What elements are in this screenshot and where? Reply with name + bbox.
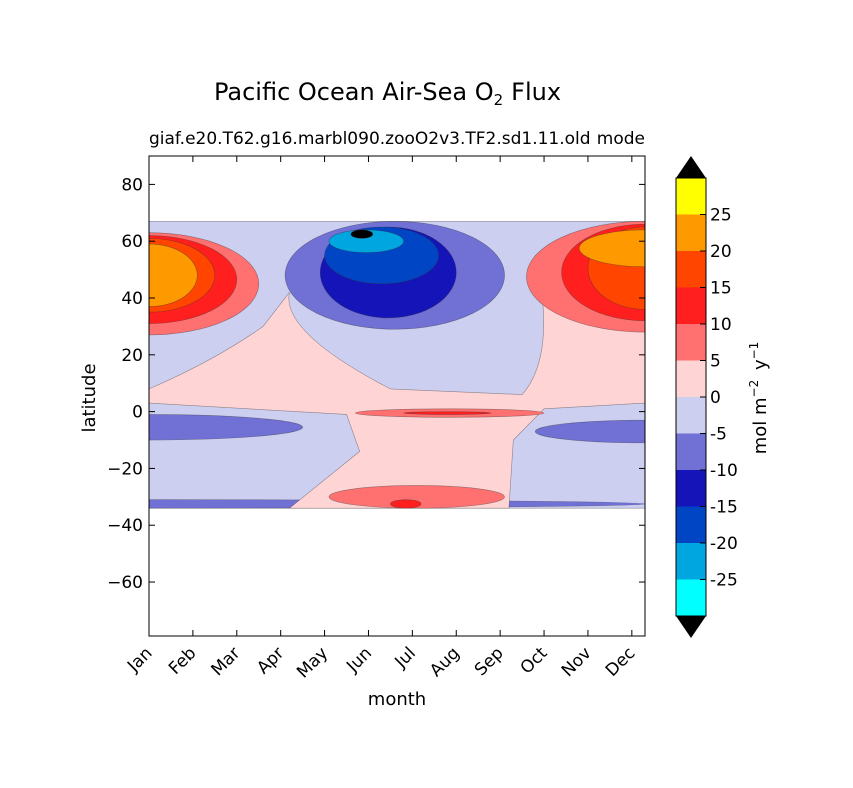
colorbar-swatch xyxy=(676,324,706,361)
y-axis: 80 60 40 20 0 −20 −40 −60 xyxy=(107,175,645,593)
colorbar-tick-label: 15 xyxy=(710,279,732,299)
x-tick-label: Jul xyxy=(391,643,420,672)
colorbar-tick-label: 5 xyxy=(710,352,721,372)
y-tick-label: 60 xyxy=(121,232,143,252)
colorbar-label-exp1: −2 xyxy=(747,380,761,398)
colorbar-swatch xyxy=(676,251,706,288)
colorbar-tick-label: -20 xyxy=(710,534,738,554)
x-tick-label: Feb xyxy=(165,643,200,678)
colorbar-swatch xyxy=(676,214,706,251)
colorbar-swatch xyxy=(676,397,706,434)
colorbar-label-mid: y xyxy=(750,359,771,376)
y-tick-label: −60 xyxy=(107,573,143,593)
colorbar: -25 -20 -15 -10 -5 0 5 10 15 20 25 xyxy=(675,156,738,638)
contour-south-pos5 xyxy=(328,485,505,509)
colorbar-tick-label: -10 xyxy=(710,461,738,481)
colorbar-swatch xyxy=(676,543,706,580)
contour-eq-neg10-west xyxy=(149,414,303,441)
contour-eq-pos10 xyxy=(403,411,492,415)
colorbar-tick-label: -25 xyxy=(710,571,738,591)
colorbar-swatch xyxy=(676,360,706,397)
x-tick-label: Jun xyxy=(342,643,376,677)
x-tick-label: May xyxy=(293,643,332,682)
chart-title-subscript: 2 xyxy=(494,91,504,109)
colorbar-label-exp2: −1 xyxy=(747,342,761,360)
y-tick-label: 20 xyxy=(121,346,143,366)
colorbar-swatch xyxy=(676,506,706,543)
x-tick-label: Dec xyxy=(602,643,639,680)
y-axis-label: latitude xyxy=(79,363,100,432)
colorbar-swatch xyxy=(676,579,706,616)
colorbar-label-base: mol m xyxy=(750,397,771,454)
x-tick-label: Sep xyxy=(471,643,508,680)
x-tick-label: Oct xyxy=(517,643,552,678)
y-tick-label: −20 xyxy=(107,459,143,479)
colorbar-tick-label: 25 xyxy=(710,206,732,226)
colorbar-label: mol m−2 y−1 xyxy=(747,342,771,455)
y-tick-label: −40 xyxy=(107,516,143,536)
x-tick-label: Aug xyxy=(426,643,464,681)
chart-title-main: Pacific Ocean Air-Sea O xyxy=(214,78,494,106)
x-tick-label: Nov xyxy=(558,643,596,681)
colorbar-tick-label: 0 xyxy=(710,388,721,408)
colorbar-swatch xyxy=(676,433,706,470)
colorbar-swatch xyxy=(676,287,706,324)
chart-title-suffix: Flux xyxy=(511,78,561,106)
x-tick-label: Jan xyxy=(123,643,156,676)
colorbar-extend-min xyxy=(676,616,706,638)
chart-title: Pacific Ocean Air-Sea O2 Flux xyxy=(214,78,561,109)
colorbar-tick-label: -5 xyxy=(710,425,727,445)
colorbar-tick-label: 10 xyxy=(710,315,732,335)
colorbar-swatch xyxy=(676,178,706,215)
chart-subtitle-left: giaf.e20.T62.g16.marbl090.zooO2v3.TF2.sd… xyxy=(149,129,591,149)
colorbar-tick-label: -15 xyxy=(710,498,738,518)
plot-frame xyxy=(148,155,646,637)
contour-jan-pos20 xyxy=(149,243,198,307)
chart-subtitle-right: mode xyxy=(597,129,645,149)
contour-south-pos10 xyxy=(390,499,422,509)
colorbar-extend-max xyxy=(676,156,706,178)
x-tick-label: Mar xyxy=(207,643,244,680)
y-tick-label: 80 xyxy=(121,175,143,195)
contour-layer xyxy=(149,221,645,509)
contour-north-min xyxy=(350,229,374,239)
x-tick-label: Apr xyxy=(253,643,288,678)
colorbar-swatch xyxy=(676,470,706,507)
contour-eq-neg10-east xyxy=(534,419,645,444)
colorbar-tick-label: 20 xyxy=(710,242,732,262)
contour-dec-pos20 xyxy=(578,229,645,268)
x-axis-label: month xyxy=(368,689,426,710)
contour-north-neg25 xyxy=(328,229,404,253)
y-tick-label: 40 xyxy=(121,289,143,309)
y-tick-label: 0 xyxy=(132,403,143,423)
